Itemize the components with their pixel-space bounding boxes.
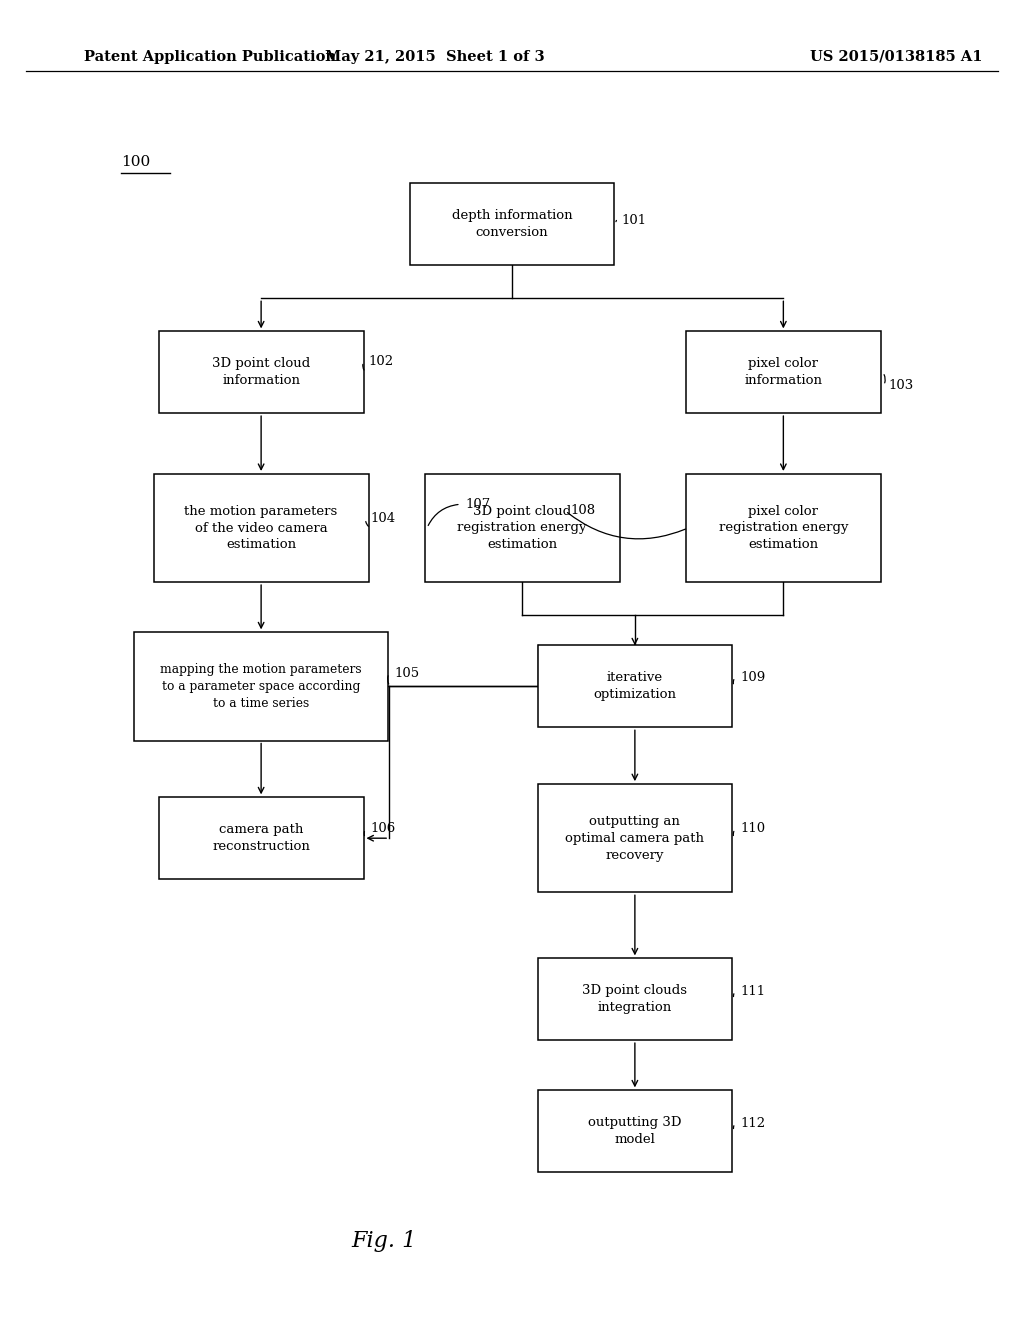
Text: 100: 100 xyxy=(121,154,151,169)
Text: 111: 111 xyxy=(740,985,766,998)
Text: Fig. 1: Fig. 1 xyxy=(351,1230,417,1251)
Text: 107: 107 xyxy=(466,498,492,511)
Text: 104: 104 xyxy=(371,512,396,525)
Text: mapping the motion parameters
to a parameter space according
to a time series: mapping the motion parameters to a param… xyxy=(161,663,361,710)
FancyBboxPatch shape xyxy=(538,784,732,892)
Text: outputting 3D
model: outputting 3D model xyxy=(588,1117,682,1146)
Text: iterative
optimization: iterative optimization xyxy=(593,672,677,701)
FancyBboxPatch shape xyxy=(538,1090,732,1172)
Text: outputting an
optimal camera path
recovery: outputting an optimal camera path recove… xyxy=(565,814,705,862)
Text: 110: 110 xyxy=(740,822,766,836)
Text: Patent Application Publication: Patent Application Publication xyxy=(84,50,336,63)
Text: 109: 109 xyxy=(740,671,766,684)
Text: depth information
conversion: depth information conversion xyxy=(452,210,572,239)
Text: pixel color
registration energy
estimation: pixel color registration energy estimati… xyxy=(719,504,848,552)
Text: 106: 106 xyxy=(371,822,396,836)
Text: 3D point cloud
information: 3D point cloud information xyxy=(212,358,310,387)
Text: 3D point clouds
integration: 3D point clouds integration xyxy=(583,985,687,1014)
FancyBboxPatch shape xyxy=(159,331,364,413)
FancyBboxPatch shape xyxy=(154,474,369,582)
Text: 108: 108 xyxy=(570,504,596,517)
FancyBboxPatch shape xyxy=(686,474,881,582)
Text: 112: 112 xyxy=(740,1117,766,1130)
FancyBboxPatch shape xyxy=(134,632,388,741)
Text: 103: 103 xyxy=(889,379,914,392)
FancyBboxPatch shape xyxy=(425,474,620,582)
Text: 101: 101 xyxy=(622,214,647,227)
Text: 3D point cloud
registration energy
estimation: 3D point cloud registration energy estim… xyxy=(458,504,587,552)
FancyBboxPatch shape xyxy=(159,797,364,879)
Text: US 2015/0138185 A1: US 2015/0138185 A1 xyxy=(810,50,982,63)
Text: 105: 105 xyxy=(394,667,420,680)
FancyBboxPatch shape xyxy=(538,645,732,727)
Text: the motion parameters
of the video camera
estimation: the motion parameters of the video camer… xyxy=(184,504,338,552)
Text: pixel color
information: pixel color information xyxy=(744,358,822,387)
FancyBboxPatch shape xyxy=(410,183,614,265)
Text: 102: 102 xyxy=(369,355,394,368)
Text: camera path
reconstruction: camera path reconstruction xyxy=(212,824,310,853)
FancyBboxPatch shape xyxy=(538,958,732,1040)
Text: May 21, 2015  Sheet 1 of 3: May 21, 2015 Sheet 1 of 3 xyxy=(326,50,545,63)
FancyBboxPatch shape xyxy=(686,331,881,413)
